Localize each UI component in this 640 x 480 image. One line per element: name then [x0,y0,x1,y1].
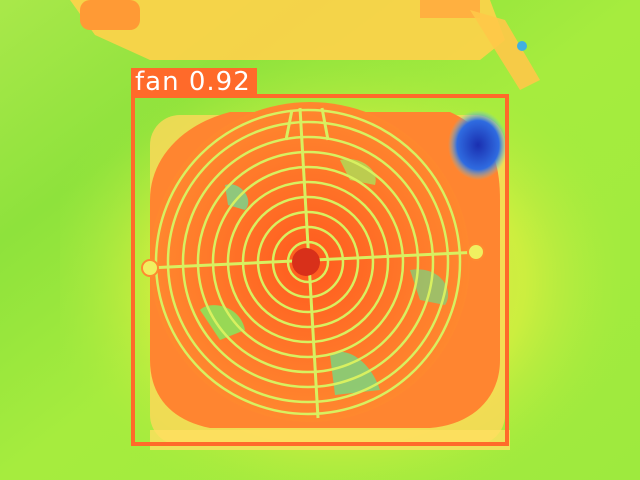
mount-bolt [141,259,159,277]
blade-highlight [410,269,449,305]
top-pipe [80,0,140,30]
blade-highlight [225,184,249,210]
blade-highlight [340,159,376,185]
right-pole [470,10,540,90]
mount-bolt [467,243,485,261]
top-structure [70,0,505,60]
cold-spot [448,110,508,180]
detection-class: fan [135,67,180,97]
detection-label: fan 0.92 [131,68,257,96]
fan-hub [292,248,320,276]
detection-bounding-box [131,94,509,446]
blade-highlight [330,351,380,395]
detection-confidence: 0.92 [188,67,251,97]
top-bracket [420,0,480,18]
small-cold-dot [517,41,527,51]
